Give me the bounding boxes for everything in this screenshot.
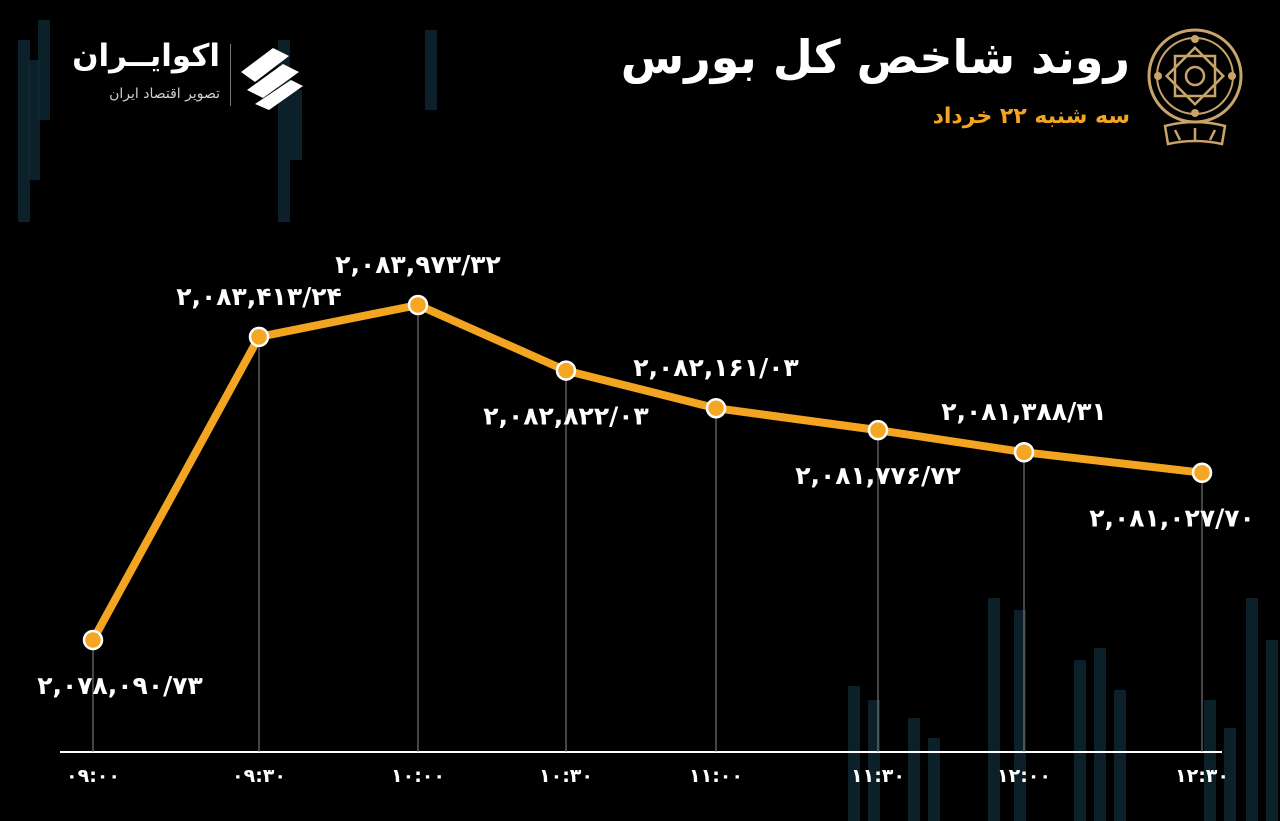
brand-block: اکوایــران تصویر اقتصاد ایران — [50, 38, 320, 118]
page-subtitle: سه شنبه ۲۲ خرداد — [932, 104, 1130, 129]
brand-tagline: تصویر اقتصاد ایران — [109, 86, 220, 102]
x-tick-label: ۰۹:۳۰ — [232, 765, 286, 787]
bg-bar-4 — [290, 90, 302, 160]
bg-bar-9 — [928, 738, 940, 821]
bg-bar-6 — [848, 686, 860, 821]
brand-name: اکوایــران — [72, 38, 220, 74]
data-label: ۲,۰۸۳,۴۱۳/۲۴ — [176, 282, 341, 311]
data-label: ۲,۰۸۲,۱۶۱/۰۳ — [633, 353, 798, 382]
x-tick-label: ۱۰:۰۰ — [391, 765, 445, 787]
data-point — [1013, 441, 1035, 463]
data-labels: ۲,۰۷۸,۰۹۰/۷۳ ۲,۰۸۳,۴۱۳/۲۴ ۲,۰۸۳,۹۷۳/۳۲ ۲,۰۸… — [37, 250, 1254, 700]
data-point — [1191, 462, 1213, 483]
bg-bar-15 — [1204, 700, 1216, 821]
data-point — [82, 629, 104, 651]
bg-bar-0 — [18, 40, 30, 222]
page-title: روند شاخص کل بورس — [620, 30, 1130, 84]
bg-bar-1 — [28, 60, 40, 180]
data-label: ۲,۰۸۱,۰۲۷/۷۰ — [1089, 504, 1254, 533]
bg-bar-2 — [38, 20, 50, 120]
data-label: ۲,۰۸۳,۹۷۳/۳۲ — [335, 250, 500, 279]
x-tick-label: ۱۱:۳۰ — [851, 765, 905, 787]
bg-bar-16 — [1224, 728, 1236, 821]
x-tick-label: ۱۰:۳۰ — [539, 765, 593, 787]
x-tick-label: ۱۲:۰۰ — [997, 765, 1051, 787]
bg-bar-18 — [1266, 640, 1278, 821]
bg-bar-8 — [908, 718, 920, 821]
data-label: ۲,۰۸۲,۸۲۲/۰۳ — [483, 402, 648, 431]
x-tick-label: ۰۹:۰۰ — [66, 765, 120, 787]
data-point — [867, 419, 889, 441]
data-point — [705, 397, 727, 419]
drop-lines — [92, 305, 1203, 752]
data-point — [407, 294, 429, 316]
x-tick-label: ۱۱:۰۰ — [689, 765, 743, 787]
data-label: ۲,۰۸۱,۳۸۸/۳۱ — [941, 397, 1106, 426]
bg-bar-12 — [1074, 660, 1086, 821]
series-line — [89, 301, 1206, 644]
bg-bar-7 — [868, 700, 880, 821]
data-points — [82, 294, 1213, 651]
data-point — [248, 326, 270, 348]
ecoiran-logo-icon — [241, 48, 303, 110]
bg-bar-5 — [425, 30, 437, 110]
bg-bar-14 — [1114, 690, 1126, 821]
bg-bar-13 — [1094, 648, 1106, 821]
stock-exchange-emblem-icon — [1147, 28, 1243, 146]
data-label: ۲,۰۷۸,۰۹۰/۷۳ — [37, 671, 202, 700]
data-point — [555, 360, 577, 381]
data-label: ۲,۰۸۱,۷۷۶/۷۲ — [795, 461, 960, 490]
x-tick-labels: ۰۹:۰۰ ۰۹:۳۰ ۱۰:۰۰ ۱۰:۳۰ ۱۱:۰۰ ۱۱:۳۰ ۱۲:۰۰ ۱۲:۳۰ — [66, 765, 1229, 787]
bg-bar-11 — [1014, 610, 1026, 821]
bg-bar-17 — [1246, 598, 1258, 821]
x-tick-label: ۱۲:۳۰ — [1175, 765, 1229, 787]
bg-bar-10 — [988, 598, 1000, 821]
brand-divider — [230, 44, 231, 106]
